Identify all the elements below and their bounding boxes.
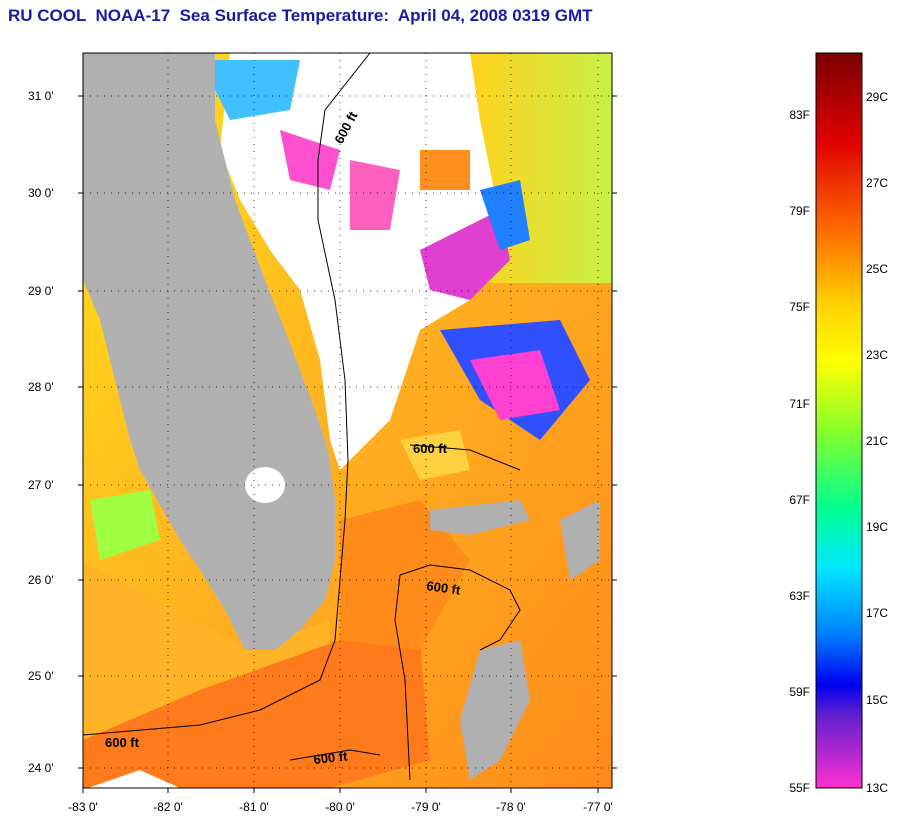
- colorbar-c-label: 17C: [866, 606, 888, 620]
- chart-title: RU COOL NOAA-17 Sea Surface Temperature:…: [8, 6, 593, 25]
- lat-tick-label: 30 0': [28, 186, 54, 200]
- lon-tick-label: -82 0': [153, 800, 183, 814]
- colorbar-f-label: 75F: [789, 300, 810, 314]
- contour-label-bahamas: 600 ft: [413, 441, 448, 456]
- colorbar-c-label: 23C: [866, 348, 888, 362]
- colorbar-f-label: 67F: [789, 493, 810, 507]
- colorbar-scale: [815, 52, 863, 789]
- lon-tick-label: -80 0': [325, 800, 355, 814]
- colorbar-f-label: 55F: [789, 781, 810, 795]
- contour-label-keys: 600 ft: [313, 748, 349, 767]
- colorbar-f-label: 59F: [789, 685, 810, 699]
- longitude-labels: -83 0' -82 0' -81 0' -80 0' -79 0' -78 0' -77 …: [68, 800, 613, 814]
- lon-tick-label: -83 0': [68, 800, 98, 814]
- lat-tick-label: 29 0': [28, 284, 54, 298]
- lat-tick-label: 27 0': [28, 478, 54, 492]
- colorbar-c-label: 13C: [866, 781, 888, 795]
- lat-tick-label: 26 0': [28, 573, 54, 587]
- latitude-labels: 31 0' 30 0' 29 0' 28 0' 27 0' 26 0' 25 0' 24 0': [28, 89, 54, 775]
- colorbar-c-label: 21C: [866, 434, 888, 448]
- colorbar: 83F 79F 75F 71F 67F 63F 59F 55F 29C 27C 25C 23C 21C…: [789, 52, 888, 795]
- colorbar-c-label: 15C: [866, 693, 888, 707]
- colorbar-c-label: 27C: [866, 176, 888, 190]
- colorbar-c-label: 25C: [866, 262, 888, 276]
- colorbar-f-label: 83F: [789, 108, 810, 122]
- lon-tick-label: -77 0': [583, 800, 613, 814]
- lat-tick-label: 25 0': [28, 669, 54, 683]
- lon-tick-label: -81 0': [239, 800, 269, 814]
- contour-label-gulf: 600 ft: [105, 735, 140, 750]
- colorbar-f-label: 63F: [789, 589, 810, 603]
- grand-bahama: [430, 500, 530, 535]
- colorbar-c-label: 29C: [866, 90, 888, 104]
- graticule: [78, 53, 617, 793]
- sst-map: [83, 53, 612, 788]
- map-frame: [82, 52, 613, 789]
- colorbar-f-label: 71F: [789, 397, 810, 411]
- lat-tick-label: 28 0': [28, 380, 54, 394]
- colorbar-c-label: 19C: [866, 520, 888, 534]
- colorbar-f-label: 79F: [789, 204, 810, 218]
- lon-tick-label: -79 0': [411, 800, 441, 814]
- contour-labels: 600 ft 600 ft 600 ft 600 ft 600 ft: [105, 108, 462, 767]
- lat-tick-label: 31 0': [28, 89, 54, 103]
- colorbar-celsius-labels: 29C 27C 25C 23C 21C 19C 17C 15C 13C: [866, 90, 888, 795]
- colorbar-fahrenheit-labels: 83F 79F 75F 71F 67F 63F 59F 55F: [789, 108, 810, 795]
- lat-tick-label: 24 0': [28, 761, 54, 775]
- contour-label-straits: 600 ft: [426, 578, 462, 598]
- great-bahama-bank: [460, 640, 530, 780]
- lon-tick-label: -78 0': [496, 800, 526, 814]
